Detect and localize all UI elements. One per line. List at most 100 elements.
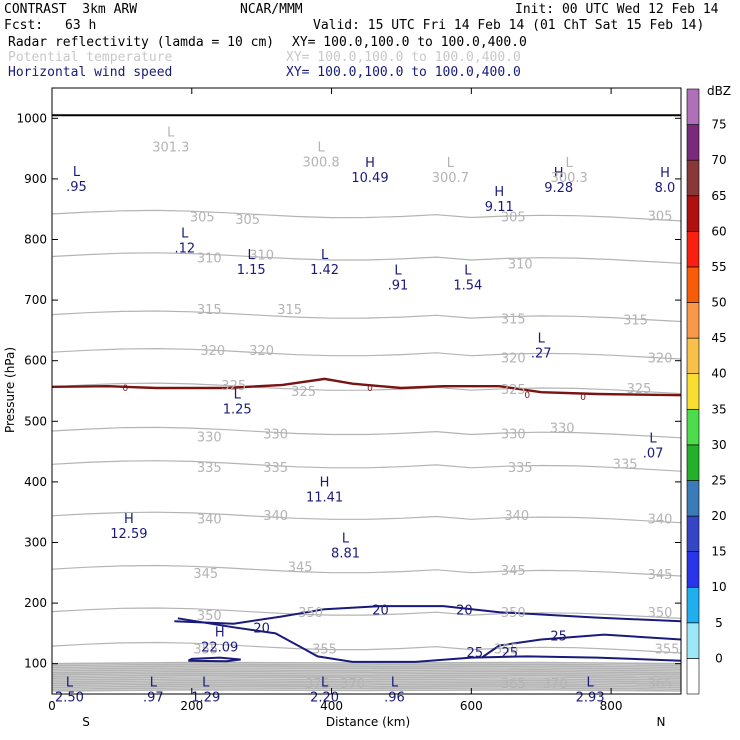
y-tick-label: 600 (24, 354, 47, 368)
extremum-kind: L (394, 264, 402, 279)
field-xy-theta: XY= 100.0,100.0 to 100.0,400.0 (286, 50, 521, 65)
theta-label: 345 (193, 567, 218, 582)
extremum-value: 1.42 (310, 263, 339, 278)
y-axis-label: Pressure (hPa) (3, 347, 17, 433)
x-tick-label: 400 (320, 699, 343, 713)
wind-contour-line (187, 656, 241, 663)
theta-label: 335 (263, 461, 288, 476)
extremum-kind: H (365, 156, 375, 171)
colorbar-swatch (686, 266, 700, 303)
colorbar-swatch (686, 88, 700, 125)
theta-label: 340 (197, 512, 222, 527)
wind-contour-line (177, 617, 682, 663)
extremum-value: .95 (66, 180, 87, 195)
theta-label: 345 (501, 564, 526, 579)
theta-contour-line (51, 310, 682, 323)
theta-label: 330 (197, 430, 222, 445)
theta-contour-line (51, 670, 682, 674)
colorbar-level-label: 20 (711, 509, 726, 523)
wind-label: 0 (524, 391, 530, 401)
theta-contours (51, 209, 682, 692)
extremum-value: 1.54 (453, 279, 482, 294)
field-name-reflectivity: Radar reflectivity (lamda = 10 cm) (8, 35, 275, 50)
y-tick-label: 200 (24, 596, 47, 610)
extremum-kind: L (391, 676, 399, 691)
theta-label: 325 (501, 383, 526, 398)
extremum-value: 300.3 (551, 171, 588, 186)
colorbar-level-label: 15 (711, 545, 726, 559)
contour-labels: 375 370 365 370 365 355 355 355 355 350 350 350 350 3… (123, 209, 680, 692)
x-tick-label: 600 (460, 699, 483, 713)
extremum-value: 2.50 (55, 691, 84, 706)
extremum-kind: L (167, 125, 175, 140)
extremum-kind: L (248, 248, 256, 263)
x-tick-label: 0 (48, 699, 56, 713)
extremum-value: 9.28 (544, 181, 573, 196)
theta-label: 310 (197, 252, 222, 267)
extremum-kind: L (66, 676, 74, 691)
extremum-value: .97 (143, 691, 164, 706)
theta-label: 315 (501, 312, 526, 327)
extremum-kind: L (73, 165, 81, 180)
theta-label: 320 (200, 344, 225, 359)
colorbar-level-label: 75 (711, 118, 726, 132)
theta-contour-line (51, 607, 682, 619)
extremum-value: 10.49 (351, 171, 388, 186)
theta-label: 375 (305, 677, 330, 692)
valid-time: Valid: 15 UTC Fri 14 Feb 14 (01 ChT Sat … (313, 18, 705, 33)
wind-label: 0 (367, 384, 373, 394)
extremum-kind: H (554, 166, 564, 181)
colorbar-level-label: 65 (711, 189, 726, 203)
colorbar-level-label: 35 (711, 402, 726, 416)
theta-contour-line (51, 681, 682, 685)
theta-label: 350 (501, 606, 526, 621)
wind-label: 0 (580, 393, 586, 403)
colorbar-swatch (686, 408, 700, 446)
colorbar-level-label: 40 (711, 367, 726, 381)
theta-label: 370 (543, 677, 568, 692)
theta-contour-line (51, 672, 682, 676)
wind-label: 25 (467, 646, 484, 661)
extremum-value: 8.81 (331, 547, 360, 562)
theta-label: 335 (197, 461, 222, 476)
theta-label: 305 (501, 210, 526, 225)
y-tick-label: 400 (24, 475, 47, 489)
y-tick-label: 100 (24, 657, 47, 671)
theta-label: 335 (508, 461, 533, 476)
extremum-value: 22.09 (201, 640, 238, 655)
theta-contour-line (51, 661, 682, 665)
x-axis-label: Distance (km) (326, 715, 410, 729)
extremum-value: 1.25 (223, 402, 252, 417)
colorbar-level-label: 30 (711, 438, 726, 452)
theta-label: 370 (340, 677, 365, 692)
field-name-theta: Potential temperature (8, 50, 173, 65)
colorbar-level-label: 70 (711, 153, 726, 167)
theta-label: 310 (508, 258, 533, 273)
init-time: Init: 00 UTC Wed 12 Feb 14 (515, 2, 719, 17)
field-name-wind: Horizontal wind speed (8, 65, 173, 80)
theta-label: 315 (623, 313, 648, 328)
extremum-kind: L (202, 676, 210, 691)
theta-label: 355 (312, 643, 337, 658)
theta-contour-line (51, 426, 682, 439)
plot-frame (51, 87, 682, 695)
theta-label: 340 (648, 512, 673, 527)
theta-contour-line (51, 665, 682, 669)
theta-contour-line (51, 209, 682, 222)
colorbar-swatch (686, 124, 700, 161)
theta-label: 350 (298, 606, 323, 621)
colorbar-swatch (686, 480, 700, 517)
extremum-value: .12 (174, 242, 195, 257)
extremum-kind: L (649, 432, 657, 447)
wind-zero-contour (51, 377, 682, 397)
extremum-kind: L (321, 676, 329, 691)
extremum-kind: L (234, 387, 242, 402)
extremum-value: .96 (384, 691, 405, 706)
wind-label: 25 (501, 646, 518, 661)
colorbar-unit: dBZ (707, 84, 731, 98)
colorbar-level-label: 25 (711, 473, 726, 487)
extremum-value: .07 (643, 447, 664, 462)
y-tick-label: 800 (24, 233, 47, 247)
theta-contour-line (51, 687, 682, 690)
theta-label: 320 (648, 352, 673, 367)
